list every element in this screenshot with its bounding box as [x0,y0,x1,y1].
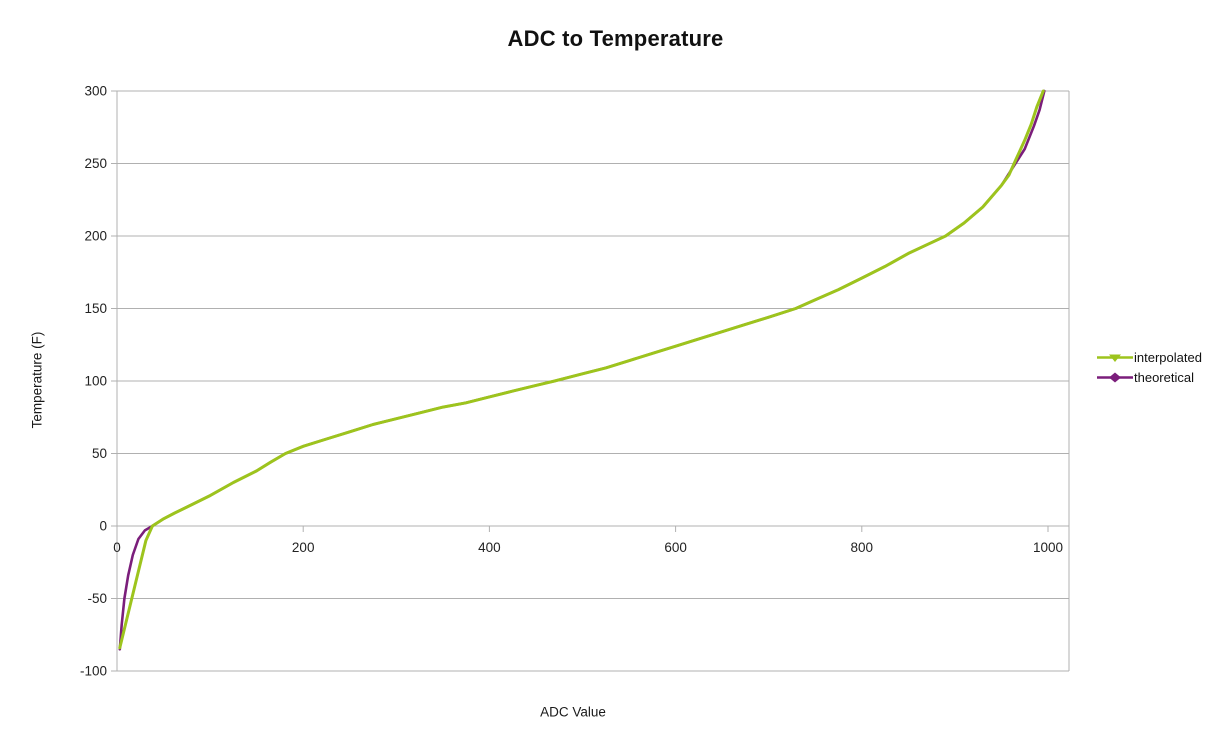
legend: interpolated theoretical [1097,350,1202,385]
legend-label-theoretical: theoretical [1134,370,1194,385]
y-tick-label: 0 [99,519,107,534]
x-tick-label: 1000 [1033,540,1063,555]
interpolated-series-marker-icon [1097,354,1133,362]
chart-title: ADC to Temperature [507,26,724,51]
legend-item-theoretical[interactable]: theoretical [1097,370,1202,385]
theoretical-series-marker-icon [1097,372,1133,383]
x-axis-title: ADC Value [540,704,606,720]
x-tick-label: 800 [851,540,874,555]
x-tick-label: 0 [113,540,121,555]
legend-label-interpolated: interpolated [1134,350,1202,365]
y-tick-label: 50 [92,446,107,461]
y-tick-label: -50 [87,591,107,606]
series-theoretical-line[interactable] [118,89,1046,651]
y-tick-label: 100 [84,374,107,389]
y-tick-label: 250 [84,156,107,171]
y-tick-label: 300 [84,84,107,99]
y-tick-label: 200 [84,229,107,244]
series-interpolated-line[interactable] [118,89,1045,650]
y-tick-label: -100 [80,664,107,679]
x-tick-label: 400 [478,540,501,555]
x-tick-label: 600 [664,540,687,555]
legend-item-interpolated[interactable]: interpolated [1097,350,1202,365]
y-tick-label: 150 [84,301,107,316]
x-tick-label: 200 [292,540,315,555]
